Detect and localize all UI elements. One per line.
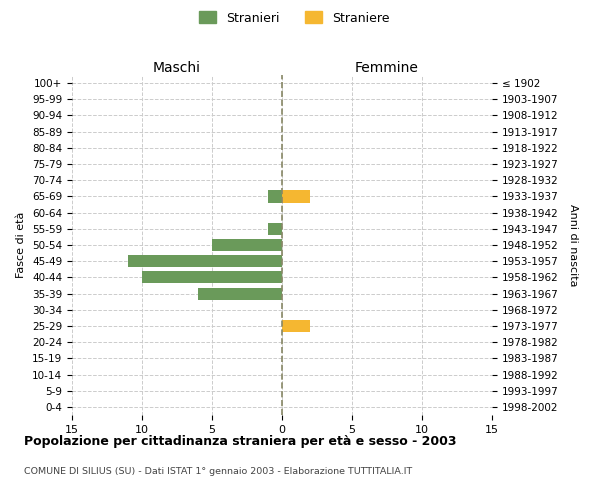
- Y-axis label: Fasce di età: Fasce di età: [16, 212, 26, 278]
- Bar: [282, 320, 310, 332]
- Text: Femmine: Femmine: [355, 61, 419, 75]
- Bar: [268, 190, 282, 202]
- Legend: Stranieri, Straniere: Stranieri, Straniere: [193, 6, 395, 30]
- Bar: [142, 272, 282, 283]
- Bar: [212, 239, 282, 251]
- Y-axis label: Anni di nascita: Anni di nascita: [568, 204, 578, 286]
- Text: Maschi: Maschi: [153, 61, 201, 75]
- Bar: [198, 288, 282, 300]
- Text: Popolazione per cittadinanza straniera per età e sesso - 2003: Popolazione per cittadinanza straniera p…: [24, 435, 457, 448]
- Bar: [268, 222, 282, 235]
- Bar: [128, 255, 282, 268]
- Bar: [282, 190, 310, 202]
- Text: COMUNE DI SILIUS (SU) - Dati ISTAT 1° gennaio 2003 - Elaborazione TUTTITALIA.IT: COMUNE DI SILIUS (SU) - Dati ISTAT 1° ge…: [24, 468, 412, 476]
